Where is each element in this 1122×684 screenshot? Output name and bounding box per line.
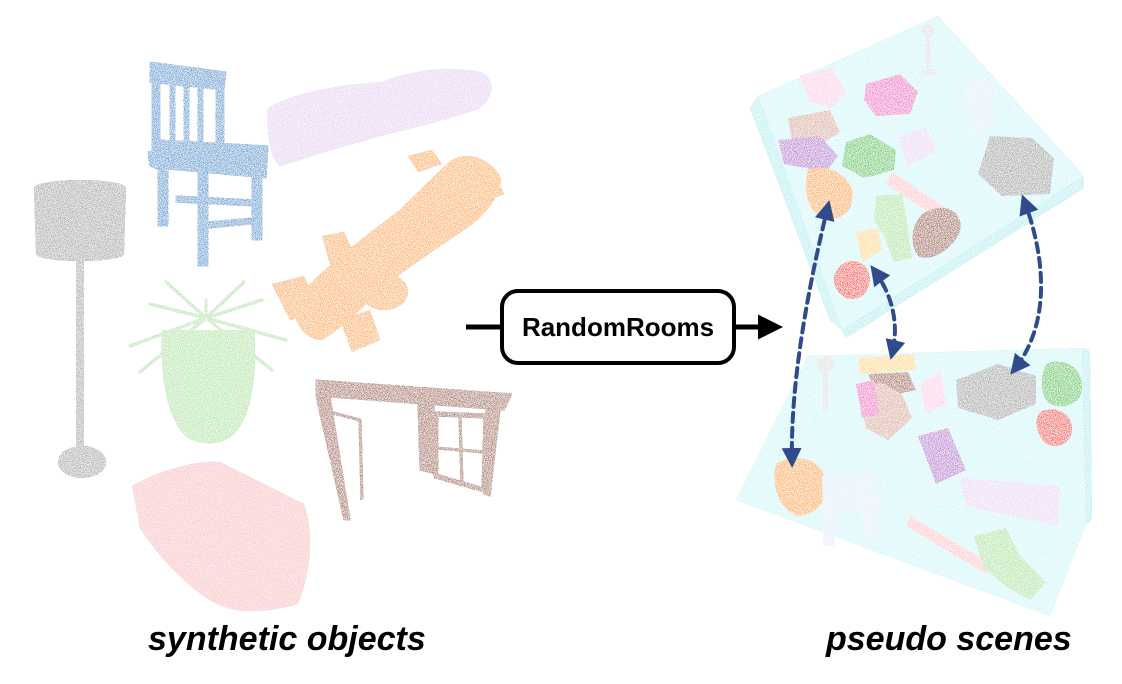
scene-bottom-race-car — [906, 516, 994, 574]
scene-bottom-orange-object — [774, 458, 827, 516]
desk-pointcloud — [315, 379, 513, 521]
correspondence-arrows — [781, 194, 1044, 468]
scene-top-green-plant — [842, 134, 896, 178]
dashed-arrow-table — [1010, 194, 1044, 375]
car-pointcloud — [267, 69, 492, 166]
scene-top-chair-pink — [800, 68, 846, 108]
caption-pseudo-scenes: pseudo scenes — [826, 620, 1072, 658]
race-car-pointcloud — [272, 150, 504, 352]
bed-pointcloud — [132, 461, 311, 612]
scene-bottom-chair-light — [822, 472, 880, 546]
scene-top-purple-object — [778, 136, 838, 172]
scene-top-green-robot — [874, 194, 912, 262]
scene-top-yellow-object — [856, 228, 882, 262]
dashed-arrow-orange — [781, 200, 835, 468]
scene-top-car — [898, 128, 936, 166]
pseudo-scenes-group — [736, 16, 1092, 616]
scene-top-table — [978, 136, 1054, 196]
randomrooms-label: RandomRooms — [521, 311, 715, 342]
scene-top-pink-object — [864, 74, 918, 116]
randomrooms-box: RandomRooms — [500, 289, 736, 365]
scene-top-lamp — [921, 24, 937, 75]
scene-bottom-red-plant — [1036, 409, 1073, 447]
scene-bottom-green-plant — [1041, 361, 1083, 407]
lamp-pointcloud — [34, 180, 126, 478]
scene-top-chair-light — [966, 78, 994, 134]
scene-top — [750, 16, 1084, 338]
plant-pointcloud — [128, 280, 288, 444]
scene-bottom-purple-object — [918, 428, 966, 484]
scene-bottom-table — [956, 364, 1036, 420]
scene-bottom-green-robot — [974, 528, 1046, 600]
chair-pointcloud — [147, 61, 269, 267]
scene-bottom-car — [960, 478, 1060, 526]
caption-synthetic-objects: synthetic objects — [148, 620, 426, 658]
scene-top-red-plant — [833, 261, 870, 300]
scene-bottom-chair-pink — [920, 372, 946, 414]
scene-top-desk — [912, 207, 961, 258]
dashed-arrow-red — [870, 265, 906, 360]
scene-bottom-pink-object — [856, 380, 880, 418]
scene-bottom — [736, 348, 1092, 616]
synthetic-objects-group — [34, 61, 513, 612]
